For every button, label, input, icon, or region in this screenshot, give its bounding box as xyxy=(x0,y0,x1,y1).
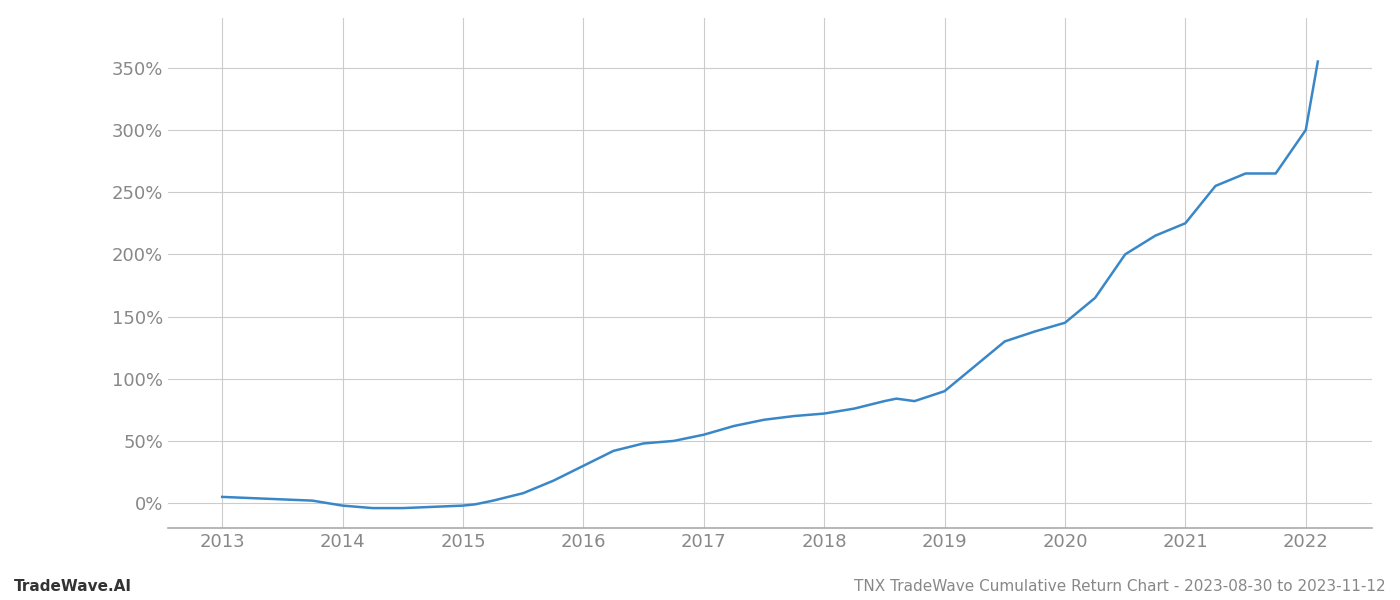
Text: TNX TradeWave Cumulative Return Chart - 2023-08-30 to 2023-11-12: TNX TradeWave Cumulative Return Chart - … xyxy=(854,579,1386,594)
Text: TradeWave.AI: TradeWave.AI xyxy=(14,579,132,594)
